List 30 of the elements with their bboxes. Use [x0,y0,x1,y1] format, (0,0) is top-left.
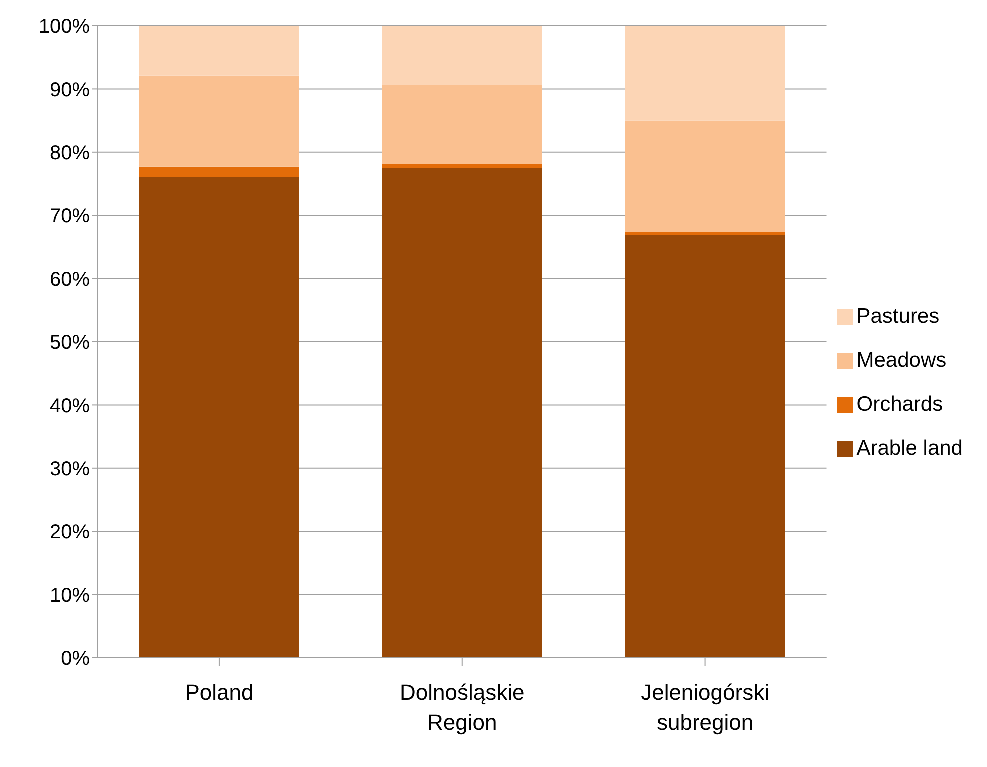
bar [382,85,542,164]
bar [139,177,300,658]
bar [382,168,542,658]
bar [625,120,786,232]
x-tick-label: Poland [185,680,254,705]
y-tick-label: 80% [50,142,90,164]
y-tick-label: 100% [38,16,90,38]
bar [139,166,300,178]
y-tick-label: 10% [50,584,90,607]
bar [625,26,786,121]
bar [139,26,300,76]
x-tick-label: Dolnośląskie Region [400,680,525,735]
x-tick-label: Jeleniogórski subregion [641,680,770,735]
y-tick-label: 90% [50,79,90,102]
y-tick-label: 70% [50,206,90,228]
legend-label: Arable land [856,437,963,460]
legend-label: Pastures [856,305,940,328]
y-tick-label: 0% [61,648,90,670]
bar [382,26,542,86]
y-tick-label: 60% [50,268,90,291]
legend-label: Orchards [856,393,944,416]
y-tick-label: 20% [50,522,90,544]
bar [382,164,542,168]
y-tick-label: 40% [50,395,90,418]
y-tick-label: 50% [50,332,90,354]
legend-label: Meadows [856,349,947,372]
bar [625,232,786,236]
bar [625,235,786,658]
y-tick-label: 30% [50,458,90,480]
bar [139,76,300,167]
